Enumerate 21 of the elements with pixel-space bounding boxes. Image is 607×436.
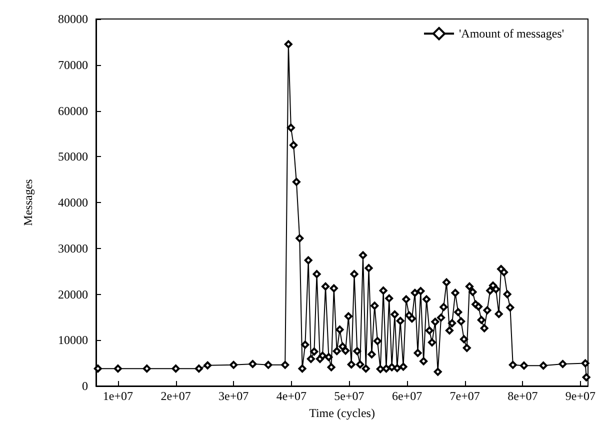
y-tick-label: 50000 (58, 150, 88, 164)
y-tick-label: 40000 (58, 196, 88, 210)
y-tick-label: 0 (82, 379, 88, 393)
x-axis-title: Time (cycles) (309, 406, 375, 420)
x-tick-label: 9e+07 (565, 389, 596, 403)
x-tick-label: 6e+07 (392, 389, 422, 403)
legend-label: 'Amount of messages' (459, 26, 564, 41)
x-tick-label: 3e+07 (218, 389, 249, 403)
y-tick-label: 10000 (58, 333, 88, 348)
x-tick-label: 8e+07 (508, 389, 538, 403)
x-tick-label: 1e+07 (102, 389, 134, 403)
y-tick-label: 80000 (58, 12, 88, 26)
y-tick-label: 20000 (58, 287, 88, 302)
y-axis-title: Messages (21, 178, 35, 226)
y-tick-label: 60000 (58, 104, 88, 118)
x-tick-label: 4e+07 (276, 389, 306, 403)
x-tick-label: 7e+07 (450, 389, 480, 403)
x-tick-label: 5e+07 (334, 389, 364, 403)
y-tick-label: 30000 (58, 241, 88, 256)
x-tick-label: 2e+07 (160, 389, 191, 403)
y-tick-label: 70000 (58, 58, 88, 72)
